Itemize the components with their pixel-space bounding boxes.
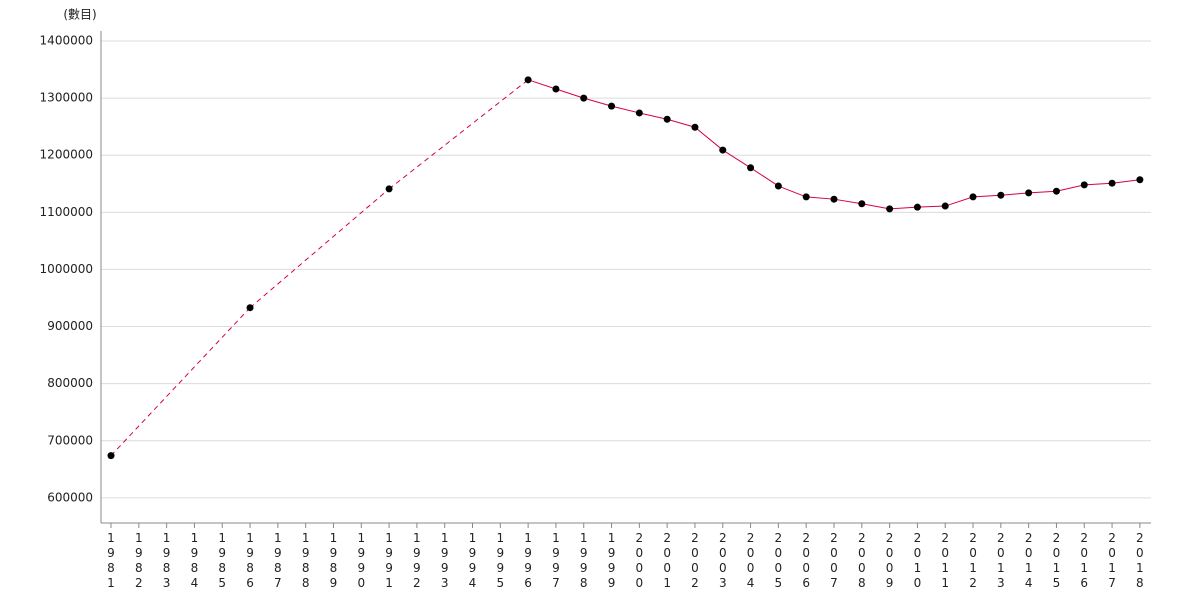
x-tick-label: 1995 xyxy=(493,531,507,591)
x-tick-label: 1985 xyxy=(215,531,229,591)
data-point xyxy=(858,200,866,208)
y-tick-label: 900000 xyxy=(47,319,93,333)
x-tick-label: 2003 xyxy=(716,531,730,591)
data-point xyxy=(774,182,782,190)
data-point xyxy=(635,109,643,117)
x-tick-label: 2015 xyxy=(1049,531,1063,591)
data-point xyxy=(886,205,894,213)
x-tick-label: 2004 xyxy=(744,531,758,591)
gap-connector xyxy=(249,188,390,309)
x-tick-label: 1997 xyxy=(549,531,563,591)
x-tick-label: 1987 xyxy=(271,531,285,591)
data-point xyxy=(1052,187,1060,195)
x-tick-label: 1999 xyxy=(605,531,619,591)
data-point xyxy=(802,193,810,201)
x-tick-label: 1989 xyxy=(326,531,340,591)
x-tick-label: 2011 xyxy=(938,531,952,591)
data-point xyxy=(1025,189,1033,197)
y-axis-label: (數目) xyxy=(63,8,96,22)
data-point xyxy=(997,191,1005,199)
x-tick-label: 1990 xyxy=(354,531,368,591)
y-tick-label: 1100000 xyxy=(40,205,93,219)
data-point xyxy=(691,123,699,131)
y-tick-label: 1300000 xyxy=(40,91,93,105)
gap-connector xyxy=(388,79,529,190)
x-tick-label: 1984 xyxy=(187,531,201,591)
x-tick-label: 2006 xyxy=(799,531,813,591)
x-tick-label: 2010 xyxy=(910,531,924,591)
x-tick-label: 1988 xyxy=(299,531,313,591)
x-tick-label: 1996 xyxy=(521,531,535,591)
y-tick-label: 1400000 xyxy=(40,33,93,47)
x-tick-label: 2012 xyxy=(966,531,980,591)
data-point xyxy=(1136,176,1144,184)
x-tick-label: 1991 xyxy=(382,531,396,591)
x-tick-label: 1981 xyxy=(104,531,118,591)
data-point xyxy=(608,102,616,110)
data-point xyxy=(941,202,949,210)
x-tick-label: 2007 xyxy=(827,531,841,591)
data-point xyxy=(580,94,588,102)
x-tick-label: 1998 xyxy=(577,531,591,591)
x-tick-label: 2017 xyxy=(1105,531,1119,591)
x-tick-label: 2000 xyxy=(632,531,646,591)
data-point xyxy=(107,452,115,460)
x-tick-label: 2001 xyxy=(660,531,674,591)
x-tick-label: 2008 xyxy=(855,531,869,591)
y-tick-label: 1000000 xyxy=(40,262,93,276)
x-tick-label: 2002 xyxy=(688,531,702,591)
data-point xyxy=(747,164,755,172)
x-tick-label: 2009 xyxy=(883,531,897,591)
data-point xyxy=(663,115,671,123)
x-tick-label: 1993 xyxy=(438,531,452,591)
x-tick-label: 2018 xyxy=(1133,531,1147,591)
data-point xyxy=(246,304,254,312)
x-tick-label: 2013 xyxy=(994,531,1008,591)
y-tick-label: 600000 xyxy=(47,490,93,504)
data-point xyxy=(969,193,977,201)
data-point xyxy=(385,185,393,193)
x-tick-label: 2016 xyxy=(1077,531,1091,591)
x-tick-label: 1992 xyxy=(410,531,424,591)
data-point xyxy=(913,203,921,211)
x-tick-label: 2005 xyxy=(771,531,785,591)
y-tick-label: 1200000 xyxy=(40,148,93,162)
x-tick-label: 1983 xyxy=(160,531,174,591)
data-point xyxy=(1080,181,1088,189)
data-point xyxy=(552,85,560,93)
y-tick-label: 800000 xyxy=(47,376,93,390)
x-tick-label: 1986 xyxy=(243,531,257,591)
x-tick-label: 1994 xyxy=(466,531,480,591)
data-point xyxy=(1108,179,1116,187)
data-point xyxy=(719,146,727,154)
x-tick-label: 1982 xyxy=(132,531,146,591)
y-tick-label: 700000 xyxy=(47,433,93,447)
gap-connector xyxy=(110,307,251,456)
line-series xyxy=(527,79,1140,210)
data-point xyxy=(830,195,838,203)
x-tick-label: 2014 xyxy=(1022,531,1036,591)
data-point xyxy=(524,76,532,84)
